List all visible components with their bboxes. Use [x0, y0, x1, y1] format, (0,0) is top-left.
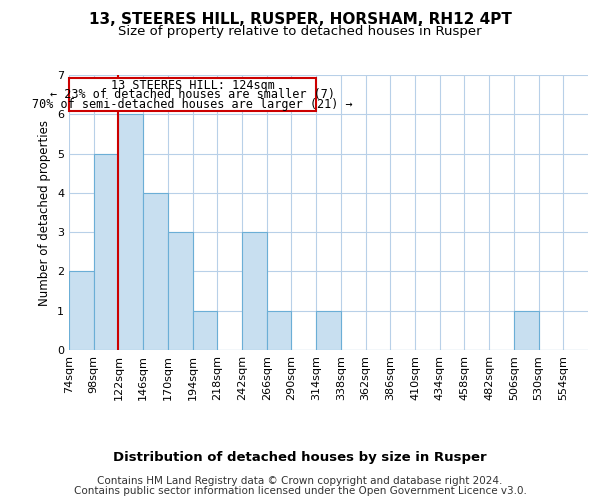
- Bar: [168, 232, 193, 350]
- Bar: [514, 310, 539, 350]
- Y-axis label: Number of detached properties: Number of detached properties: [38, 120, 52, 306]
- Bar: [267, 310, 292, 350]
- Text: 13, STEERES HILL, RUSPER, HORSHAM, RH12 4PT: 13, STEERES HILL, RUSPER, HORSHAM, RH12 …: [89, 12, 511, 28]
- Text: Size of property relative to detached houses in Rusper: Size of property relative to detached ho…: [118, 25, 482, 38]
- Bar: [193, 310, 217, 350]
- Text: Contains HM Land Registry data © Crown copyright and database right 2024.: Contains HM Land Registry data © Crown c…: [97, 476, 503, 486]
- Text: 70% of semi-detached houses are larger (21) →: 70% of semi-detached houses are larger (…: [32, 98, 353, 110]
- Bar: [143, 193, 168, 350]
- Text: 13 STEERES HILL: 124sqm: 13 STEERES HILL: 124sqm: [110, 78, 275, 92]
- Text: Contains public sector information licensed under the Open Government Licence v3: Contains public sector information licen…: [74, 486, 526, 496]
- Text: ← 23% of detached houses are smaller (7): ← 23% of detached houses are smaller (7): [50, 88, 335, 101]
- Bar: [94, 154, 118, 350]
- Bar: [69, 272, 94, 350]
- Bar: [242, 232, 267, 350]
- Text: Distribution of detached houses by size in Rusper: Distribution of detached houses by size …: [113, 451, 487, 464]
- Bar: [118, 114, 143, 350]
- FancyBboxPatch shape: [69, 78, 316, 111]
- Bar: [316, 310, 341, 350]
